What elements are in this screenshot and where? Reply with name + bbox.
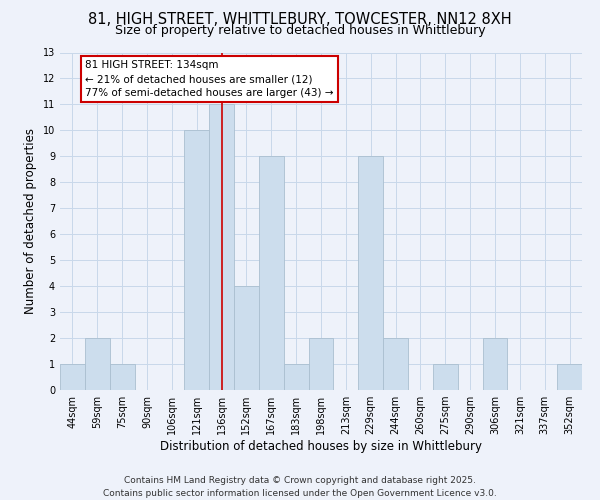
Bar [383, 338, 408, 390]
Text: 81, HIGH STREET, WHITTLEBURY, TOWCESTER, NN12 8XH: 81, HIGH STREET, WHITTLEBURY, TOWCESTER,… [88, 12, 512, 28]
Bar [209, 104, 234, 390]
Y-axis label: Number of detached properties: Number of detached properties [24, 128, 37, 314]
Bar [482, 338, 508, 390]
Bar [110, 364, 134, 390]
Bar [234, 286, 259, 390]
Bar [284, 364, 308, 390]
Bar [60, 364, 85, 390]
Bar [184, 130, 209, 390]
Bar [358, 156, 383, 390]
Text: 81 HIGH STREET: 134sqm
← 21% of detached houses are smaller (12)
77% of semi-det: 81 HIGH STREET: 134sqm ← 21% of detached… [85, 60, 334, 98]
Text: Contains HM Land Registry data © Crown copyright and database right 2025.
Contai: Contains HM Land Registry data © Crown c… [103, 476, 497, 498]
Bar [85, 338, 110, 390]
Bar [308, 338, 334, 390]
X-axis label: Distribution of detached houses by size in Whittlebury: Distribution of detached houses by size … [160, 440, 482, 453]
Bar [433, 364, 458, 390]
Bar [259, 156, 284, 390]
Bar [557, 364, 582, 390]
Text: Size of property relative to detached houses in Whittlebury: Size of property relative to detached ho… [115, 24, 485, 37]
